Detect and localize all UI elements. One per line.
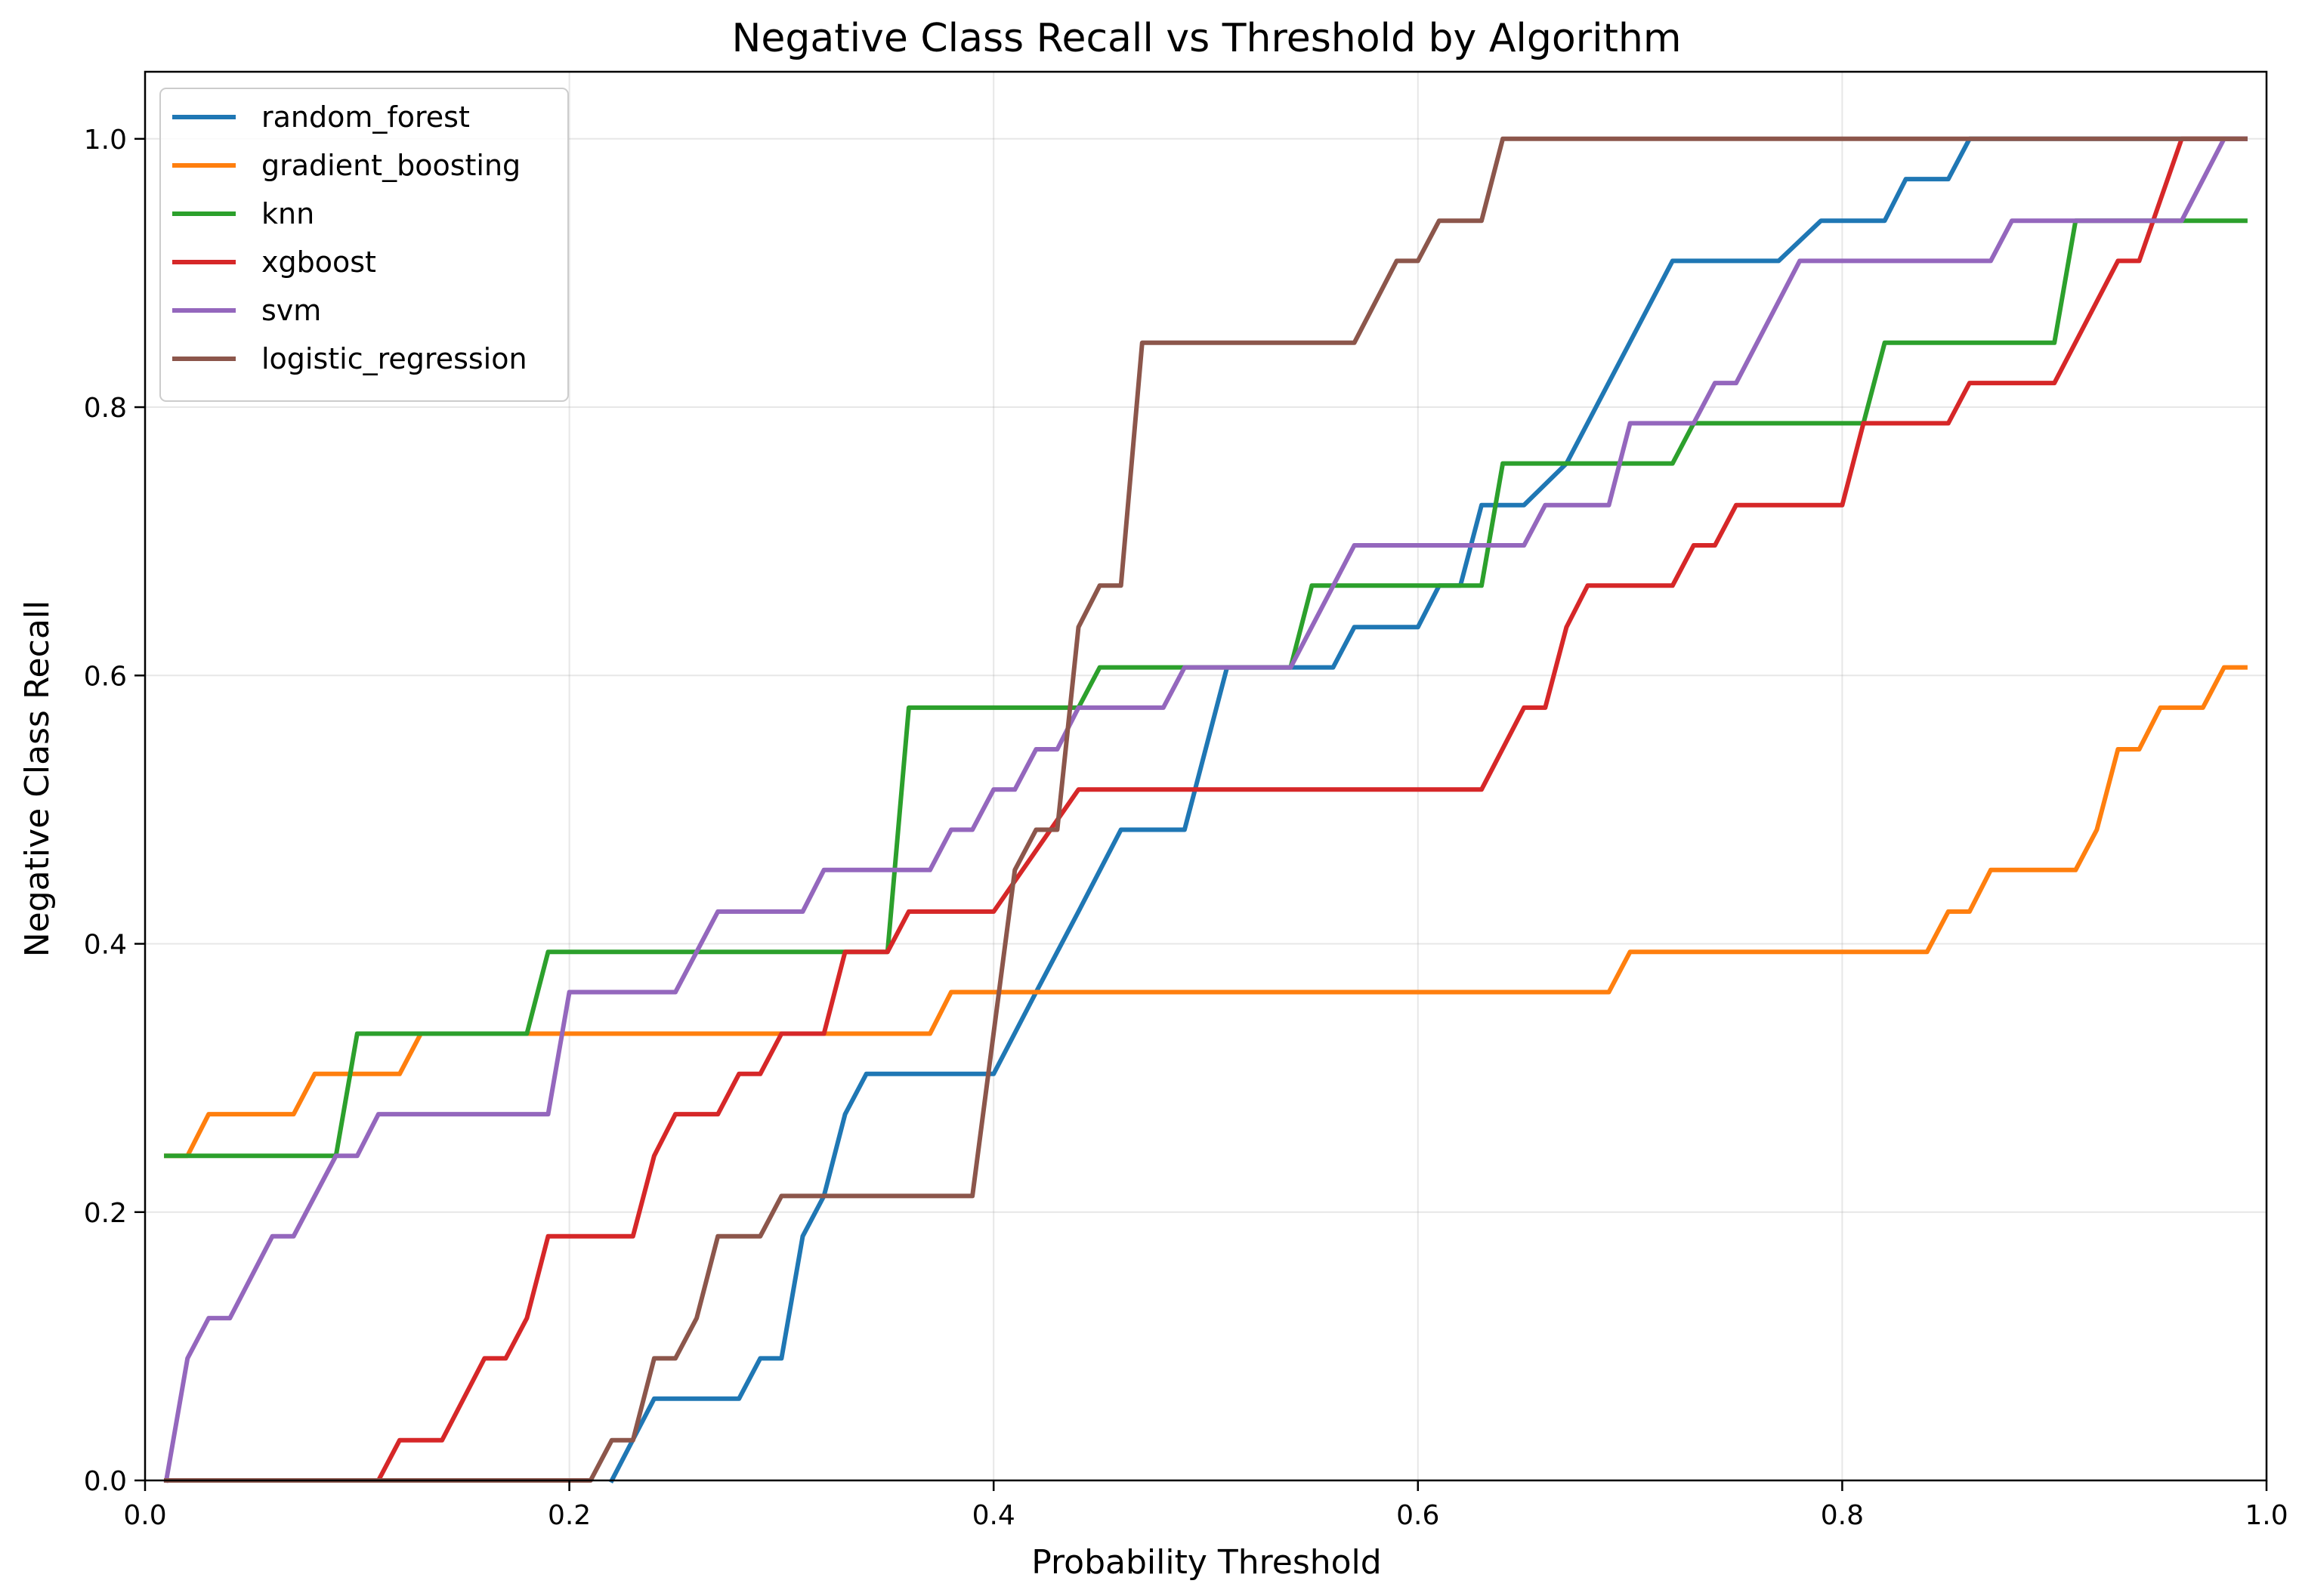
series-line-knn <box>164 218 2248 1159</box>
chart-title: Negative Class Recall vs Threshold by Al… <box>731 16 1681 61</box>
y-tick-label: 0.4 <box>84 930 127 961</box>
x-tick-label: 0.8 <box>1821 1500 1864 1531</box>
y-tick-label: 0.6 <box>84 661 127 692</box>
legend-box <box>159 88 569 402</box>
x-axis-label: Probability Threshold <box>1031 1543 1381 1582</box>
legend-label-knn: knn <box>261 197 314 230</box>
legend-label-gradient-boosting: gradient_boosting <box>261 149 521 182</box>
plot-area: 0.0 0.2 0.4 0.6 0.8 1.0 0.0 0.2 0.4 0.6 0.8 1.0 rand… <box>84 70 2288 1531</box>
x-tick-label: 0.4 <box>972 1500 1015 1531</box>
x-tick-label: 0.6 <box>1396 1500 1439 1531</box>
series-line-random-forest <box>608 136 2248 1484</box>
y-tick-label: 1.0 <box>84 125 127 156</box>
y-axis-label: Negative Class Recall <box>18 600 57 957</box>
legend-label-logistic-regression: logistic_regression <box>261 342 527 375</box>
series-line-xgboost <box>164 136 2248 1483</box>
x-tick-label: 0.2 <box>548 1500 591 1531</box>
legend-label-random-forest: random_forest <box>261 100 470 134</box>
legend-label-xgboost: xgboost <box>261 245 376 279</box>
legend-label-svm: svm <box>261 294 321 327</box>
series-line-logistic-regression <box>164 136 2248 1483</box>
y-tick-label: 0.8 <box>84 393 127 424</box>
x-tick-label: 0.0 <box>123 1500 166 1531</box>
y-tick-label: 0.2 <box>84 1198 127 1229</box>
x-tick-label: 1.0 <box>2245 1500 2288 1531</box>
series-line-svm <box>163 136 2248 1483</box>
axes-frame <box>144 70 2268 1482</box>
y-tick-label: 0.0 <box>84 1466 127 1497</box>
series-line-gradient-boosting <box>164 665 2248 1159</box>
